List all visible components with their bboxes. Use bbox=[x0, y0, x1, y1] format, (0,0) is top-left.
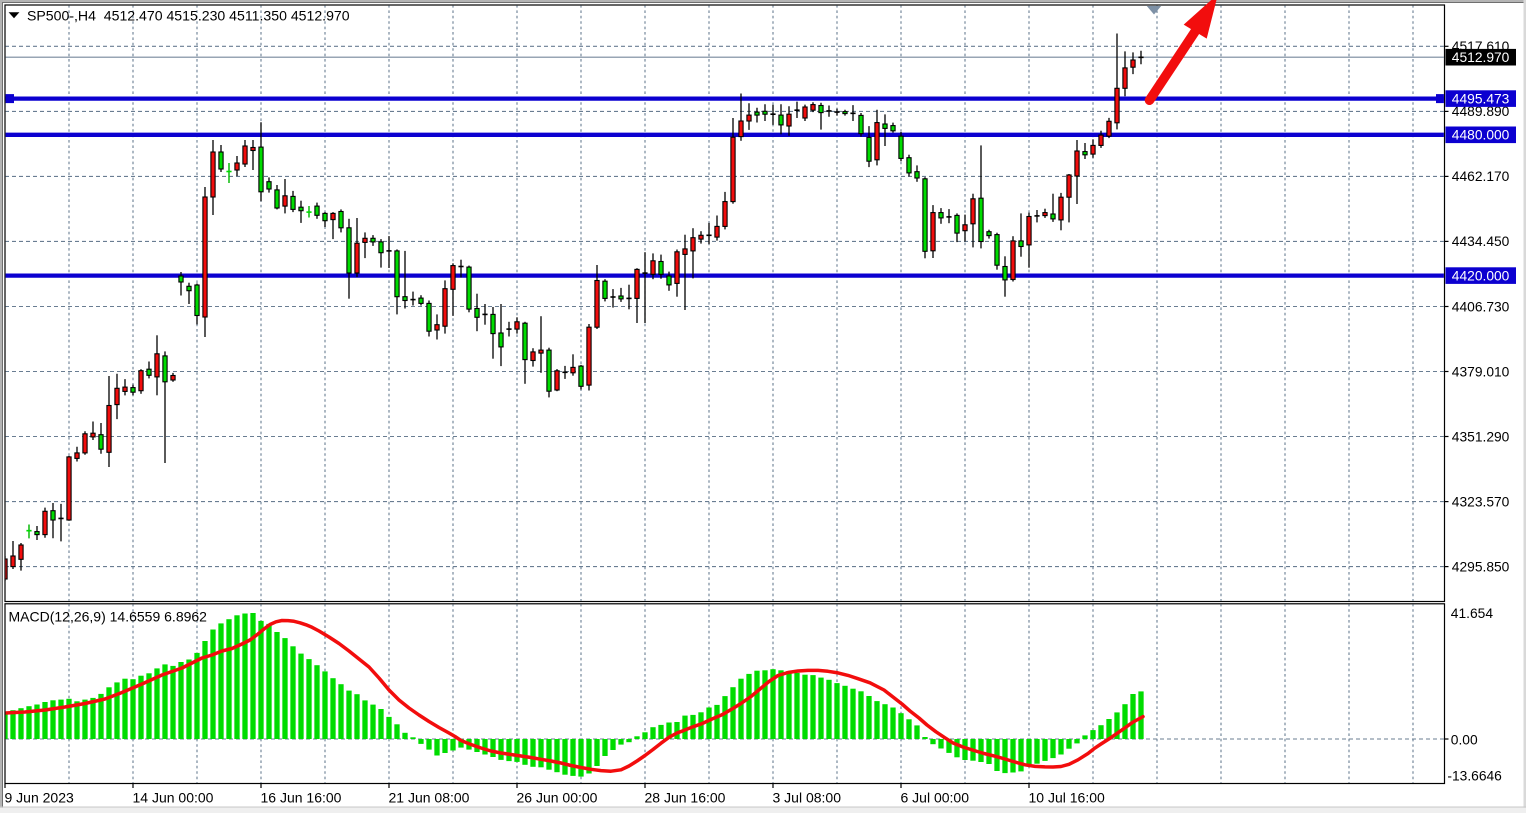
svg-text:14 Jun 00:00: 14 Jun 00:00 bbox=[133, 790, 214, 806]
svg-text:4495.473: 4495.473 bbox=[1452, 91, 1510, 106]
svg-text:41.654: 41.654 bbox=[1451, 606, 1494, 621]
svg-text:4351.290: 4351.290 bbox=[1452, 429, 1510, 444]
svg-text:4489.890: 4489.890 bbox=[1452, 104, 1510, 119]
svg-text:MACD(12,26,9) 14.6559 6.8962: MACD(12,26,9) 14.6559 6.8962 bbox=[9, 609, 208, 625]
svg-text:10 Jul 16:00: 10 Jul 16:00 bbox=[1029, 790, 1105, 806]
svg-text:4406.730: 4406.730 bbox=[1452, 299, 1510, 314]
svg-text:4480.000: 4480.000 bbox=[1452, 128, 1510, 143]
svg-text:16 Jun 16:00: 16 Jun 16:00 bbox=[261, 790, 342, 806]
svg-text:4295.850: 4295.850 bbox=[1452, 559, 1510, 574]
svg-text:4434.450: 4434.450 bbox=[1452, 234, 1510, 249]
svg-text:4512.970: 4512.970 bbox=[1452, 50, 1510, 65]
svg-text:4462.170: 4462.170 bbox=[1452, 169, 1510, 184]
svg-text:-13.6646: -13.6646 bbox=[1447, 768, 1502, 783]
svg-text:6 Jul 00:00: 6 Jul 00:00 bbox=[901, 790, 970, 806]
svg-text:SP500-,H4 4512.470 4515.230 4: SP500-,H4 4512.470 4515.230 4511.350 451… bbox=[27, 8, 350, 24]
svg-text:9 Jun 2023: 9 Jun 2023 bbox=[5, 790, 74, 806]
svg-text:3 Jul 08:00: 3 Jul 08:00 bbox=[773, 790, 842, 806]
svg-text:4420.000: 4420.000 bbox=[1452, 268, 1510, 283]
svg-text:4379.010: 4379.010 bbox=[1452, 364, 1510, 379]
svg-text:0.00: 0.00 bbox=[1451, 733, 1478, 748]
svg-text:21 Jun 08:00: 21 Jun 08:00 bbox=[389, 790, 470, 806]
svg-text:28 Jun 16:00: 28 Jun 16:00 bbox=[645, 790, 726, 806]
svg-text:26 Jun 00:00: 26 Jun 00:00 bbox=[517, 790, 598, 806]
svg-text:4323.570: 4323.570 bbox=[1452, 494, 1510, 509]
